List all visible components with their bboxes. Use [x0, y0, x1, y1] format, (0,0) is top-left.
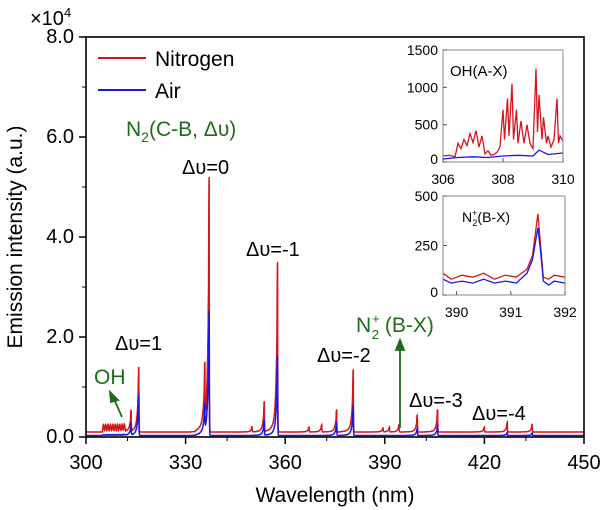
- inset-oh-title: OH(A-X): [450, 63, 508, 80]
- x-tick-label: 420: [468, 452, 501, 474]
- legend: Nitrogen Air: [98, 48, 234, 103]
- label-dv1: Δυ=1: [115, 333, 162, 355]
- main-plot-lines: [86, 176, 584, 437]
- inset-y-tick-label: 500: [415, 117, 439, 133]
- inset-line-air: [442, 149, 564, 160]
- x-tick-label: 300: [69, 452, 102, 474]
- annotations-green: N2(C-B, Δυ) OH N+ 2 (B-X): [94, 118, 434, 389]
- inset-line-nitrogen: [442, 213, 566, 280]
- inset-y-tick-label: 0: [430, 151, 438, 167]
- inset-x-tick-label: 308: [491, 171, 515, 187]
- inset-y-tick-label: 500: [415, 188, 439, 204]
- band-labels: Δυ=0 Δυ=1 Δυ=-1 Δυ=-2 Δυ=-3 Δυ=-4: [115, 157, 526, 425]
- inset-line-nitrogen: [442, 68, 564, 158]
- inset-x-tick-label: 306: [431, 171, 455, 187]
- inset-x-tick-label: 310: [551, 171, 575, 187]
- oh-arrow: [113, 398, 123, 418]
- y-tick-label: 2.0: [46, 326, 74, 348]
- inset-n2plus-title: N+ 2(B-X): [462, 208, 510, 228]
- x-tick-label: 360: [269, 452, 302, 474]
- inset-y-tick-label: 0: [430, 284, 438, 300]
- inset-y-tick-label: 1500: [407, 42, 438, 58]
- label-dv-3: Δυ=-3: [409, 390, 463, 412]
- n2plus-label: N+ 2 (B-X): [356, 311, 434, 342]
- y-axis-label: Emission intensity (a.u.): [4, 126, 27, 349]
- legend-label-air: Air: [155, 80, 181, 103]
- inset-n2plus-plot: 390 391 392 0 250 500: [415, 188, 577, 320]
- oh-label: OH: [94, 366, 126, 389]
- inset-x-tick-label: 391: [499, 304, 523, 320]
- x-tick-label: 330: [169, 452, 202, 474]
- inset-y-tick-label: 250: [415, 238, 439, 254]
- inset-x-tick-label: 390: [445, 304, 469, 320]
- label-dv-1: Δυ=-1: [246, 239, 300, 261]
- n2plus-arrowhead: [394, 337, 406, 351]
- oh-arrowhead: [108, 389, 120, 404]
- x-tick-label: 450: [567, 452, 600, 474]
- inset-line-air: [442, 227, 566, 286]
- y-multiplier: ×104: [30, 5, 71, 30]
- legend-label-nitrogen: Nitrogen: [155, 48, 234, 71]
- y-tick-label: 4.0: [46, 226, 74, 248]
- inset-oh-plot: 306 308 310 0 500 1000 1500: [407, 42, 575, 187]
- y-tick-label: 6.0: [46, 126, 74, 148]
- inset-x-tick-label: 392: [553, 304, 577, 320]
- label-dv-2: Δυ=-2: [317, 345, 371, 367]
- main-axes: 300 330 360 390 420 450 0.0 2.0 4.0 6.0 8.0: [46, 26, 601, 474]
- x-axis-label: Wavelength (nm): [255, 484, 414, 507]
- annotation-arrows: [108, 337, 406, 428]
- series-line-air: [86, 310, 584, 437]
- inset-y-tick-label: 1000: [407, 79, 438, 95]
- label-dv0: Δυ=0: [182, 157, 229, 179]
- n2-cb-label: N2(C-B, Δυ): [126, 118, 236, 145]
- y-tick-label: 8.0: [46, 26, 74, 48]
- y-tick-label: 0.0: [46, 426, 74, 448]
- x-tick-label: 390: [368, 452, 401, 474]
- series-line-nitrogen: [86, 176, 584, 433]
- label-dv-4: Δυ=-4: [472, 403, 526, 425]
